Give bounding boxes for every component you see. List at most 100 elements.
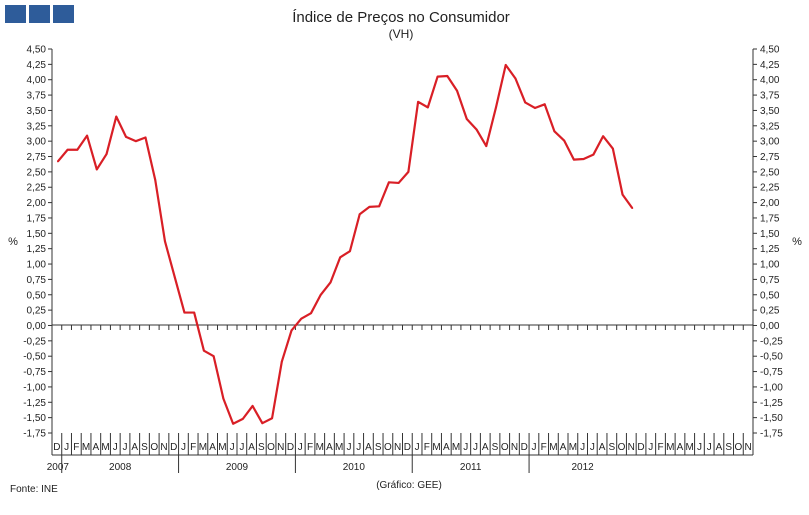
data-point — [563, 139, 566, 142]
y-tick-label-left: 3,50 — [27, 106, 47, 117]
data-point — [524, 101, 527, 104]
year-label: 2011 — [460, 462, 482, 473]
y-tick-label-left: -1,25 — [23, 398, 46, 409]
data-point — [193, 311, 196, 314]
y-tick-label-left: -1,75 — [23, 429, 46, 440]
month-label: A — [443, 442, 450, 453]
data-point — [76, 148, 79, 151]
y-axis-label-left: % — [8, 236, 18, 248]
y-tick-label-right: 2,75 — [760, 152, 780, 163]
data-point — [329, 281, 332, 284]
data-point — [86, 134, 88, 137]
month-label: M — [101, 442, 109, 453]
month-label: M — [218, 442, 226, 453]
y-tick-label-right: 1,75 — [760, 213, 780, 224]
y-tick-label-right: 0,50 — [760, 290, 780, 301]
data-point — [592, 153, 595, 156]
data-point — [378, 205, 381, 208]
data-point — [164, 240, 166, 243]
month-label: J — [113, 442, 118, 453]
year-label: 2007 — [47, 462, 70, 473]
logo-square-2 — [29, 5, 50, 23]
y-tick-label-left: 3,00 — [27, 137, 47, 148]
y-tick-label-left: 1,25 — [27, 244, 47, 255]
y-tick-label-left: 3,75 — [27, 91, 47, 102]
y-tick-label-left: 2,25 — [27, 183, 47, 194]
data-point — [173, 276, 176, 278]
month-label: A — [92, 442, 99, 453]
data-point — [388, 181, 390, 184]
y-tick-label-right: -1,25 — [760, 398, 783, 409]
y-tick-label-right: 0,75 — [760, 275, 780, 286]
month-label: J — [531, 442, 536, 453]
data-point — [56, 160, 59, 163]
logo-square-1 — [5, 5, 26, 23]
month-label: O — [150, 442, 158, 453]
month-label: A — [482, 442, 489, 453]
data-point — [115, 115, 118, 118]
month-label: M — [335, 442, 343, 453]
month-label: F — [307, 442, 313, 453]
month-label: A — [248, 442, 255, 453]
year-label: 2009 — [226, 462, 249, 473]
month-label: J — [415, 442, 420, 453]
gee-logo — [5, 5, 74, 23]
y-tick-label-right: 1,00 — [760, 260, 780, 271]
month-label: D — [287, 442, 294, 453]
y-tick-label-right: 2,50 — [760, 167, 780, 178]
y-tick-label-right: -0,75 — [760, 367, 783, 378]
data-point — [446, 75, 449, 77]
month-label: A — [209, 442, 216, 453]
logo-square-3 — [53, 5, 74, 23]
month-label: D — [637, 442, 644, 453]
y-tick-label-left: 2,50 — [27, 167, 47, 178]
y-tick-label-right: 4,50 — [760, 45, 780, 56]
data-point — [495, 106, 497, 109]
data-point — [339, 256, 342, 259]
y-tick-label-left: 1,50 — [27, 229, 47, 240]
month-label: M — [316, 442, 324, 453]
data-point — [232, 422, 235, 425]
month-label: A — [326, 442, 333, 453]
month-label: J — [181, 442, 186, 453]
month-label: M — [199, 442, 207, 453]
month-label: M — [666, 442, 674, 453]
month-label: J — [590, 442, 595, 453]
month-label: S — [258, 442, 265, 453]
data-point — [368, 206, 371, 208]
month-label: M — [82, 442, 90, 453]
data-point — [407, 170, 410, 173]
y-tick-label-right: 0,00 — [760, 321, 780, 332]
data-point — [475, 128, 478, 131]
month-label: J — [64, 442, 69, 453]
data-point — [134, 140, 137, 143]
month-label: M — [549, 442, 557, 453]
data-point — [271, 417, 273, 420]
y-axis-label-right: % — [792, 236, 802, 248]
y-tick-label-right: 3,50 — [760, 106, 780, 117]
chart-title: Índice de Preços no Consumidor — [292, 9, 510, 26]
month-label: J — [648, 442, 653, 453]
data-point — [397, 182, 400, 184]
data-point — [125, 135, 127, 138]
data-point — [95, 168, 98, 171]
y-tick-label-right: -1,50 — [760, 413, 783, 424]
month-label: J — [473, 442, 478, 453]
data-point — [203, 349, 205, 352]
month-label: M — [452, 442, 460, 453]
data-point — [417, 100, 419, 103]
y-tick-label-left: -0,50 — [23, 352, 46, 363]
month-label: J — [230, 442, 235, 453]
month-label: J — [463, 442, 468, 453]
data-point — [319, 293, 322, 296]
month-label: F — [190, 442, 196, 453]
data-point — [572, 158, 575, 161]
y-tick-label-right: 3,75 — [760, 91, 780, 102]
chart-subtitle: (VH) — [389, 27, 414, 41]
y-tick-label-right: 4,00 — [760, 75, 780, 86]
data-point — [212, 355, 215, 358]
y-tick-label-left: 0,75 — [27, 275, 47, 286]
month-label: O — [735, 442, 743, 453]
y-tick-label-right: -0,50 — [760, 352, 783, 363]
